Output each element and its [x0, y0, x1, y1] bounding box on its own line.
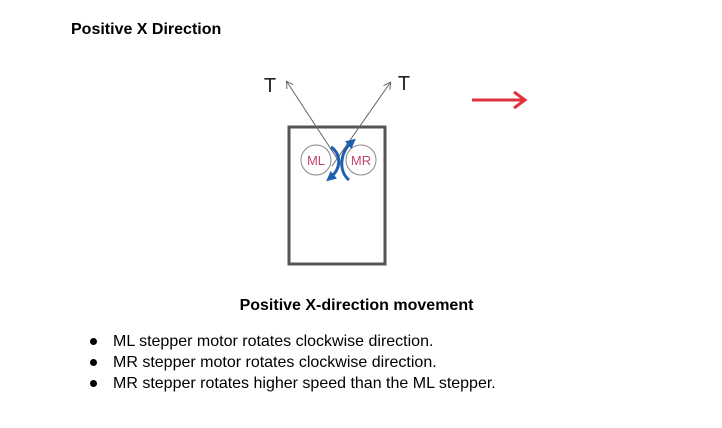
motor-right-label: MR — [351, 153, 371, 168]
list-item: ML stepper motor rotates clockwise direc… — [86, 331, 496, 352]
tension-label-right: T — [398, 73, 410, 95]
machine-frame — [287, 125, 387, 266]
motor-left-circle — [300, 144, 332, 176]
section-heading: Positive X Direction — [71, 21, 222, 38]
list-item-text: ML stepper motor rotates clockwise direc… — [113, 333, 434, 350]
list-item: MR stepper motor rotates clockwise direc… — [86, 352, 496, 373]
direction-arrow-head — [513, 90, 528, 110]
tension-line-right — [331, 83, 390, 167]
tension-line-left — [287, 82, 343, 167]
list-item-text: MR stepper motor rotates clockwise direc… — [113, 354, 437, 371]
rotation-arrow-right — [340, 138, 356, 182]
bullet-list: ML stepper motor rotates clockwise direc… — [86, 331, 496, 394]
tension-label-left: T — [264, 75, 276, 97]
motor-diagram: T T ML MR — [264, 73, 528, 266]
bullet-dot — [90, 359, 97, 366]
rotation-arrow-left — [326, 145, 341, 182]
list-item: MR stepper rotates higher speed than the… — [86, 373, 496, 394]
motor-right-circle — [345, 144, 377, 176]
bullet-dot — [90, 380, 97, 387]
list-item-text: MR stepper rotates higher speed than the… — [113, 375, 496, 392]
bullet-dot — [90, 338, 97, 345]
diagram-caption: Positive X-direction movement — [239, 297, 474, 314]
motor-left-label: ML — [307, 153, 325, 168]
